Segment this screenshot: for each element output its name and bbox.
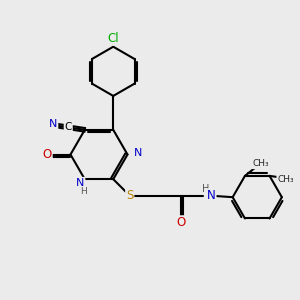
Text: H: H	[202, 184, 209, 194]
Text: N: N	[134, 148, 142, 158]
Text: C: C	[64, 122, 72, 132]
Text: CH₃: CH₃	[277, 175, 294, 184]
Text: O: O	[43, 148, 52, 161]
Text: CH₃: CH₃	[253, 159, 269, 168]
Text: Cl: Cl	[107, 32, 119, 45]
Text: H: H	[80, 187, 87, 196]
Text: N: N	[207, 189, 216, 202]
Text: O: O	[176, 216, 185, 229]
Text: N: N	[49, 119, 57, 129]
Text: S: S	[126, 189, 134, 202]
Text: N: N	[76, 178, 84, 188]
